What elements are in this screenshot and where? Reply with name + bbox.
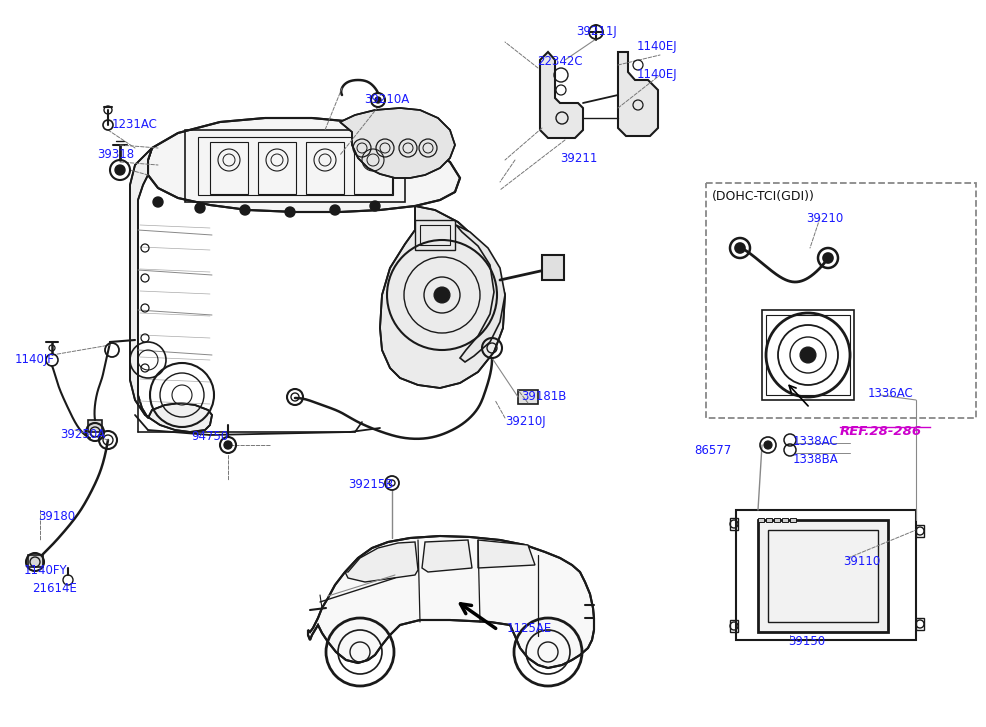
Text: 1140JF: 1140JF [15, 353, 55, 366]
Text: REF.28-286: REF.28-286 [840, 425, 922, 438]
Bar [766, 518, 772, 522]
Bar [758, 520, 888, 632]
Text: 1338BA: 1338BA [793, 453, 839, 466]
Polygon shape [345, 542, 418, 582]
Circle shape [764, 441, 772, 449]
Circle shape [224, 441, 232, 449]
Text: 39250A: 39250A [60, 428, 106, 441]
Text: 94750: 94750 [191, 430, 228, 443]
FancyBboxPatch shape [706, 183, 976, 418]
Bar [88, 420, 102, 432]
Text: 39215B: 39215B [348, 478, 393, 491]
Text: 39181B: 39181B [521, 390, 566, 403]
Bar [28, 555, 43, 567]
Text: 1140EJ: 1140EJ [637, 40, 677, 53]
Bar [762, 310, 854, 400]
Text: 1140EJ: 1140EJ [637, 68, 677, 81]
Circle shape [330, 205, 340, 215]
Bar [258, 142, 296, 194]
Polygon shape [130, 148, 212, 432]
Bar [730, 518, 738, 530]
Text: 39318: 39318 [97, 148, 134, 161]
Bar [185, 130, 405, 202]
Text: 1336AC: 1336AC [868, 387, 914, 400]
Bar [916, 618, 924, 630]
Text: 1140FY: 1140FY [24, 564, 68, 577]
Text: 1338AC: 1338AC [793, 435, 839, 448]
Circle shape [115, 165, 125, 175]
Circle shape [240, 205, 250, 215]
Circle shape [823, 253, 833, 263]
Polygon shape [380, 206, 505, 388]
Text: 39180: 39180 [38, 510, 75, 523]
Bar [542, 255, 564, 280]
Bar [790, 518, 796, 522]
Text: 39211J: 39211J [576, 25, 617, 38]
Text: (DOHC-TCI(GDI)): (DOHC-TCI(GDI)) [712, 190, 814, 203]
Polygon shape [456, 225, 505, 362]
Circle shape [800, 347, 816, 363]
Text: 39110: 39110 [843, 555, 880, 568]
Bar [198, 137, 393, 195]
Text: 39211: 39211 [560, 152, 598, 165]
Text: 39210A: 39210A [364, 93, 409, 106]
Bar [768, 530, 878, 622]
Circle shape [434, 287, 450, 303]
Bar [782, 518, 788, 522]
Polygon shape [422, 540, 472, 572]
Text: 21614E: 21614E [32, 582, 77, 595]
Polygon shape [308, 536, 594, 668]
Bar [766, 315, 850, 395]
Bar [758, 518, 764, 522]
Bar [736, 510, 916, 640]
Bar [774, 518, 780, 522]
Text: 1231AC: 1231AC [112, 118, 158, 131]
Bar [518, 390, 538, 404]
Circle shape [285, 207, 295, 217]
Circle shape [195, 203, 205, 213]
Bar [354, 142, 392, 194]
Bar [210, 142, 248, 194]
Bar [306, 142, 344, 194]
Text: 1125AE: 1125AE [507, 622, 552, 635]
Circle shape [735, 243, 745, 253]
Circle shape [153, 197, 163, 207]
Bar [730, 620, 738, 632]
Text: 22342C: 22342C [537, 55, 583, 68]
Text: 39210J: 39210J [505, 415, 545, 428]
Polygon shape [540, 52, 583, 138]
Bar [916, 525, 924, 537]
Text: 86577: 86577 [694, 444, 732, 457]
Polygon shape [340, 108, 455, 178]
Polygon shape [618, 52, 658, 136]
Circle shape [375, 97, 381, 103]
Circle shape [370, 201, 380, 211]
Bar [415, 220, 455, 250]
Bar [420, 225, 450, 245]
Text: 39150: 39150 [788, 635, 825, 648]
Text: 39210: 39210 [806, 212, 843, 225]
Polygon shape [478, 540, 535, 568]
Polygon shape [148, 118, 460, 212]
